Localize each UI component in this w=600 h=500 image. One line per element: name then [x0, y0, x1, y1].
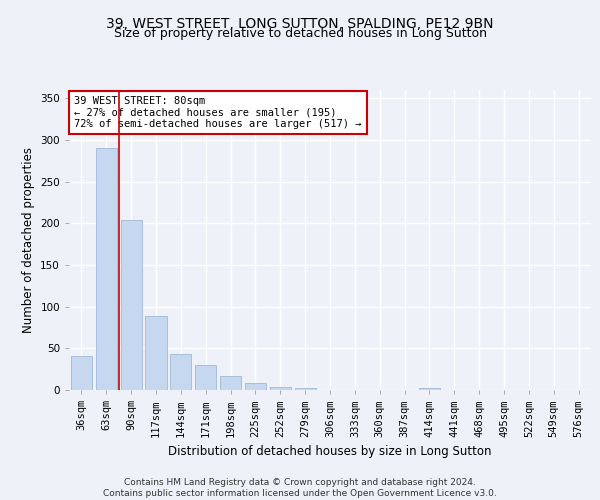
X-axis label: Distribution of detached houses by size in Long Sutton: Distribution of detached houses by size … [168, 445, 492, 458]
Bar [220, 376, 241, 390]
Bar [295, 388, 316, 390]
Bar [145, 316, 167, 390]
Text: Size of property relative to detached houses in Long Sutton: Size of property relative to detached ho… [113, 28, 487, 40]
Text: 39, WEST STREET, LONG SUTTON, SPALDING, PE12 9BN: 39, WEST STREET, LONG SUTTON, SPALDING, … [106, 18, 494, 32]
Bar [71, 356, 92, 390]
Bar [245, 384, 266, 390]
Bar [195, 365, 216, 390]
Bar [419, 388, 440, 390]
Bar [270, 386, 291, 390]
Bar [170, 354, 191, 390]
Text: 39 WEST STREET: 80sqm
← 27% of detached houses are smaller (195)
72% of semi-det: 39 WEST STREET: 80sqm ← 27% of detached … [74, 96, 362, 129]
Bar [96, 148, 117, 390]
Text: Contains HM Land Registry data © Crown copyright and database right 2024.
Contai: Contains HM Land Registry data © Crown c… [103, 478, 497, 498]
Y-axis label: Number of detached properties: Number of detached properties [22, 147, 35, 333]
Bar [121, 220, 142, 390]
